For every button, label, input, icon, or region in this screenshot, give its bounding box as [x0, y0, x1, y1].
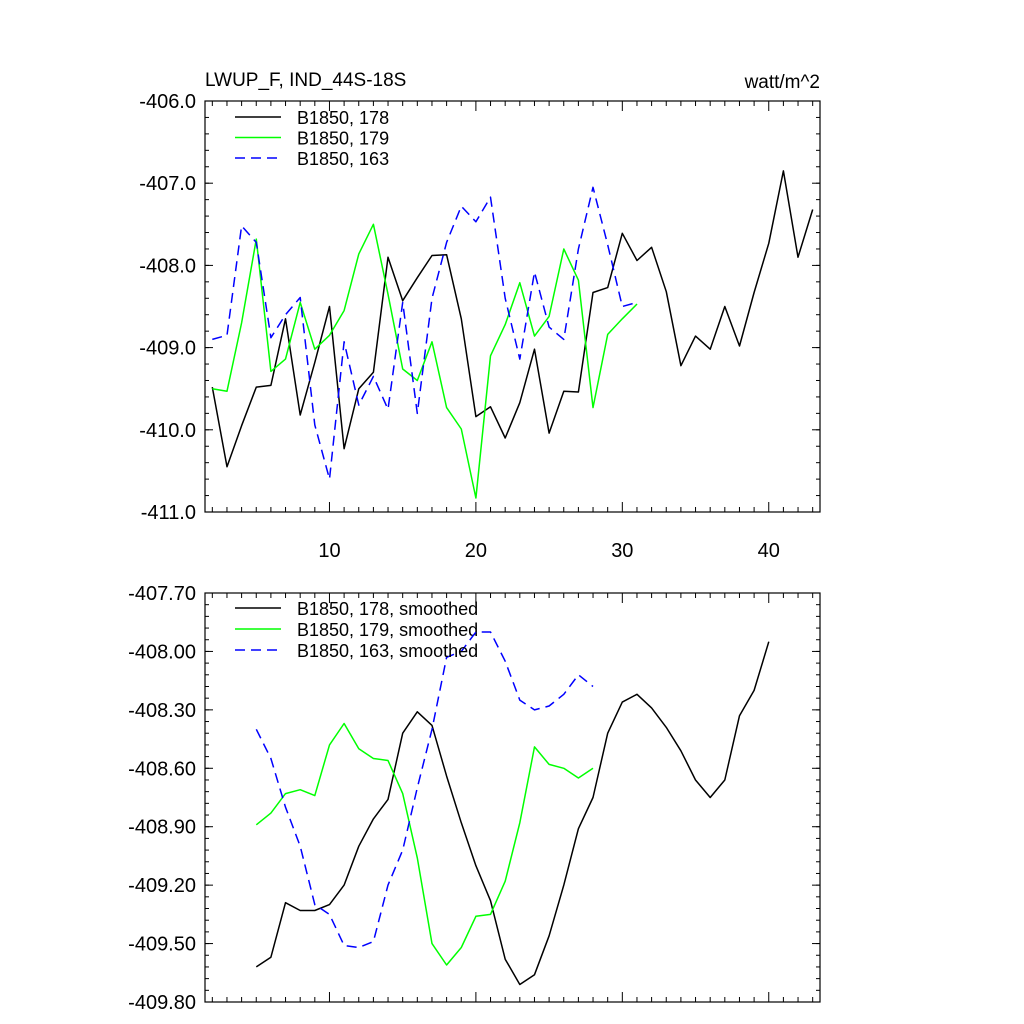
- legend-label-1: B1850, 178, smoothed: [297, 599, 478, 619]
- y-tick-label: -407.0: [139, 173, 196, 195]
- y-tick-label: -408.0: [139, 255, 196, 277]
- y-tick-label: -409.50: [128, 934, 196, 956]
- y-tick-label: -409.20: [128, 875, 196, 897]
- x-tick-label: 30: [611, 540, 633, 562]
- series-line-1: [211, 170, 814, 468]
- x-tick-label: 10: [318, 540, 340, 562]
- y-tick-label: -408.90: [128, 817, 196, 839]
- y-tick-label: -407.70: [128, 583, 196, 605]
- legend-label-3: B1850, 163: [297, 149, 389, 169]
- y-tick-label: -409.80: [128, 992, 196, 1014]
- series-line-3: [212, 186, 638, 480]
- series-line-2: [212, 223, 638, 499]
- y-tick-label: -406.0: [139, 91, 196, 113]
- legend-label-1: B1850, 178: [297, 108, 389, 128]
- y-tick-label: -411.0: [141, 502, 196, 524]
- x-tick-label: 40: [758, 540, 780, 562]
- series-line-3: [255, 631, 594, 949]
- x-tick-label: 20: [465, 540, 487, 562]
- series-line-1: [255, 641, 770, 986]
- plot-frame-1: [204, 100, 821, 513]
- y-tick-label: -408.00: [128, 641, 196, 663]
- units-label: watt/m^2: [744, 72, 820, 93]
- legend-label-3: B1850, 163, smoothed: [297, 641, 478, 661]
- y-tick-label: -408.60: [128, 758, 196, 780]
- series-line-2: [255, 722, 594, 966]
- y-tick-label: -409.0: [139, 338, 196, 360]
- legend-label-2: B1850, 179: [297, 129, 389, 149]
- chart-title: LWUP_F, IND_44S-18S: [205, 70, 406, 91]
- plot-frame-2: [204, 592, 821, 1003]
- legend-label-2: B1850, 179, smoothed: [297, 620, 478, 640]
- y-tick-label: -408.30: [128, 700, 196, 722]
- y-tick-label: -410.0: [139, 420, 196, 442]
